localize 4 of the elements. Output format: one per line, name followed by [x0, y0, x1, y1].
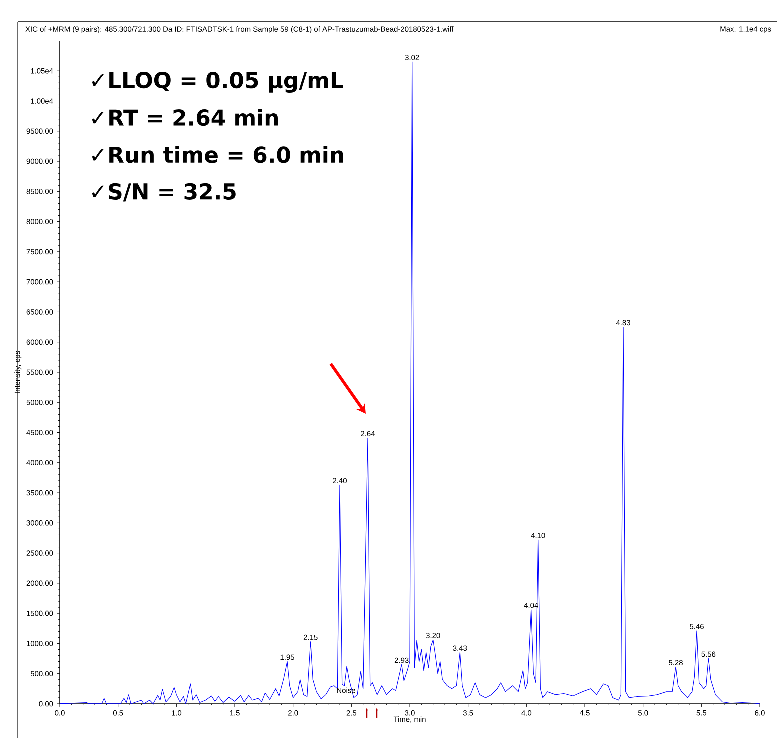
- annotation: ✓RT = 2.64 min: [92, 109, 278, 126]
- annotation: ✓S/N = 32.5: [92, 183, 236, 202]
- annotation: ✓LLOQ = 0.05 µg/mL: [92, 72, 344, 94]
- annotation: ✓Run time = 6.0 min: [92, 146, 344, 164]
